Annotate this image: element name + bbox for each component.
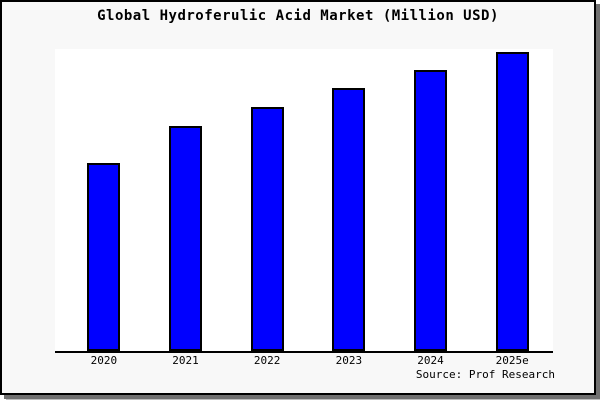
bar-slot-2025e (471, 49, 553, 351)
x-tick-label-2021: 2021 (172, 354, 199, 367)
bar-2020 (87, 162, 121, 351)
bar-2025e (495, 52, 529, 351)
x-tick-label-2024: 2024 (417, 354, 444, 367)
bar-2023 (332, 87, 366, 351)
x-tick-label-2020: 2020 (90, 354, 118, 367)
x-axis-labels: 2020 2021 2022 2023 2024 2025e (55, 354, 553, 367)
bar-slot-2021 (145, 49, 227, 351)
bar-slot-2024 (390, 49, 472, 351)
x-tick-label-2025e: 2025e (495, 354, 529, 367)
bar-2022 (250, 106, 284, 351)
source-credit: Source: Prof Research (415, 368, 555, 381)
bar-slot-2020 (63, 49, 145, 351)
x-tick-label-2022: 2022 (253, 354, 281, 367)
bar-slot-2022 (226, 49, 308, 351)
bar-2024 (414, 70, 448, 351)
chart-title: Global Hydroferulic Acid Market (Million… (97, 8, 499, 24)
plot-area (55, 49, 553, 353)
bar-slot-2023 (308, 49, 390, 351)
x-tick-label-2023: 2023 (335, 354, 363, 367)
bar-2021 (169, 126, 202, 351)
